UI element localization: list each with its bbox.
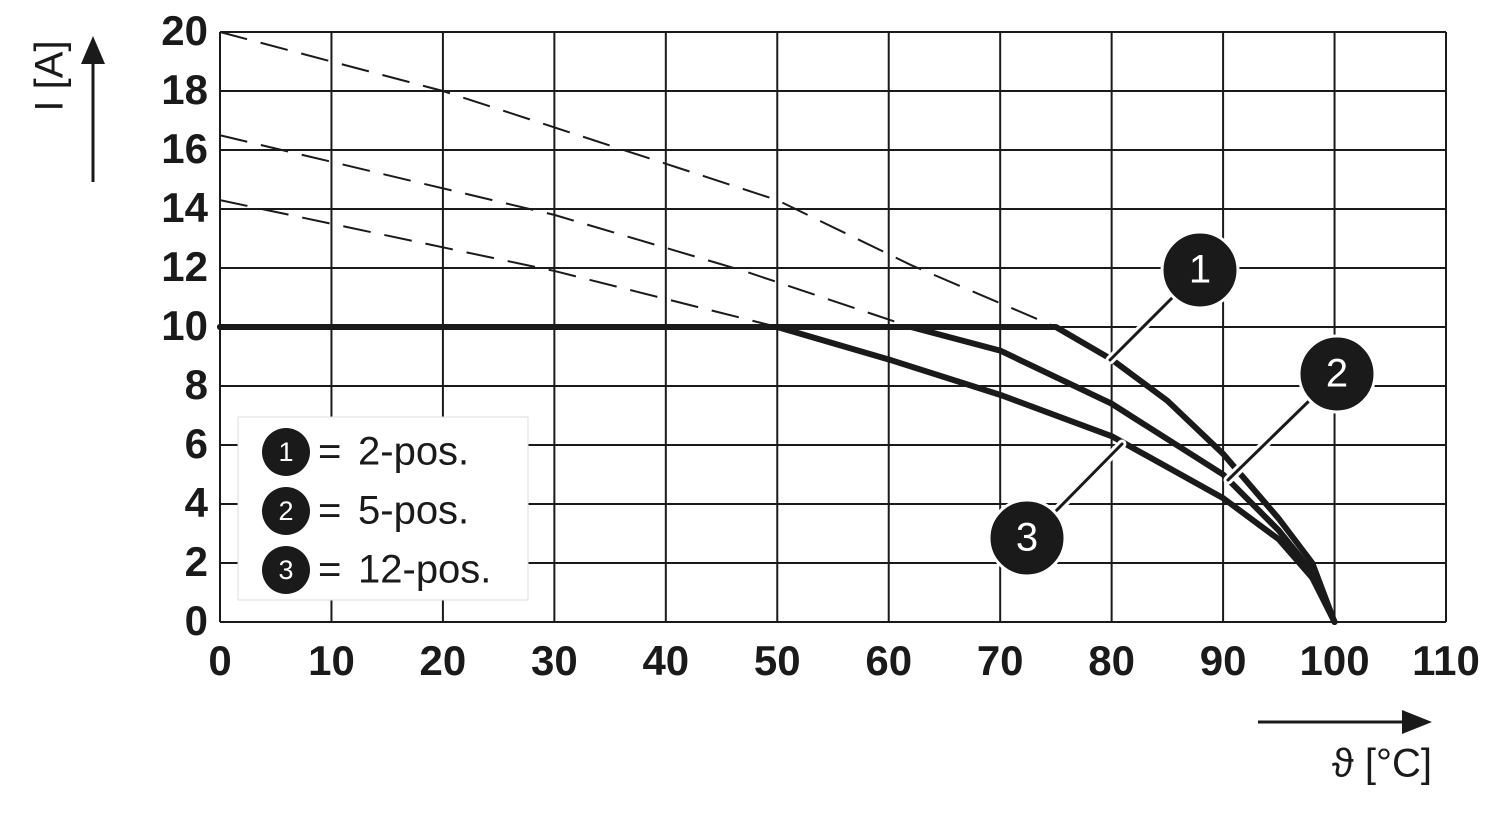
legend: 1 = 2-pos. 2 = 5-pos. 3 = 12-pos. [237,416,529,601]
leaders [1050,293,1315,517]
y-tick-label: 12 [161,243,208,290]
x-tick-label: 50 [754,637,801,684]
y-tick-label: 4 [185,479,209,526]
leader [1226,398,1312,482]
legend-marker [262,428,310,476]
dashed-line [219,31,1057,328]
legend-label: 12-pos. [358,548,491,592]
legend-marker [262,487,310,535]
x-axis-title: ϑ [°C] [1332,742,1432,786]
y-tick-label: 14 [161,184,208,231]
x-tick-label: 20 [420,637,467,684]
series-line [217,324,1338,625]
callout-circle [1297,334,1377,414]
series-line [217,324,1338,625]
callout-label: 3 [1016,516,1038,560]
y-tick-label: 8 [185,361,208,408]
x-tick-label: 0 [208,637,231,684]
y-tick-label: 2 [185,538,208,585]
legend-label: 5-pos. [358,489,469,533]
leader [1053,442,1124,514]
dashed-line [219,134,912,328]
x-tick-label: 110 [1412,637,1480,684]
y-tick-label: 6 [185,420,208,467]
y-tick-label: 10 [161,302,208,349]
callout-label: 2 [1326,352,1348,396]
x-tick-label: 30 [531,637,578,684]
legend-marker-label: 1 [278,437,293,467]
lines [217,31,1338,625]
y-tick-label: 16 [161,125,208,172]
y-tick-label: 0 [185,597,208,644]
callout-label: 1 [1189,248,1211,292]
x-arrow-head [1402,710,1432,734]
callout-circle [987,498,1067,578]
legend-marker-label: 3 [278,555,293,585]
x-tick-label: 60 [865,637,912,684]
legend-marker-label: 2 [278,496,293,526]
x-tick-label: 100 [1300,637,1370,684]
x-tick-label: 80 [1088,637,1135,684]
y-axis-title: I [A] [28,40,72,111]
y-tick-label: 18 [161,66,208,113]
legend-separator: = [318,430,341,474]
legend-separator: = [318,489,341,533]
legend-separator: = [318,548,341,592]
y-tick-label: 20 [161,7,208,54]
x-tick-label: 70 [977,637,1024,684]
legend-label: 2-pos. [358,430,469,474]
x-tick-label: 40 [642,637,689,684]
series-line [217,324,1338,625]
callout-circle [1160,230,1240,310]
x-tick-label: 10 [308,637,355,684]
legend-marker [262,546,310,594]
dashed-line [219,199,778,328]
callouts: 1 2 3 [987,230,1377,578]
y-arrow-head [81,36,105,64]
x-tick-label: 90 [1200,637,1247,684]
leader [1108,296,1174,362]
